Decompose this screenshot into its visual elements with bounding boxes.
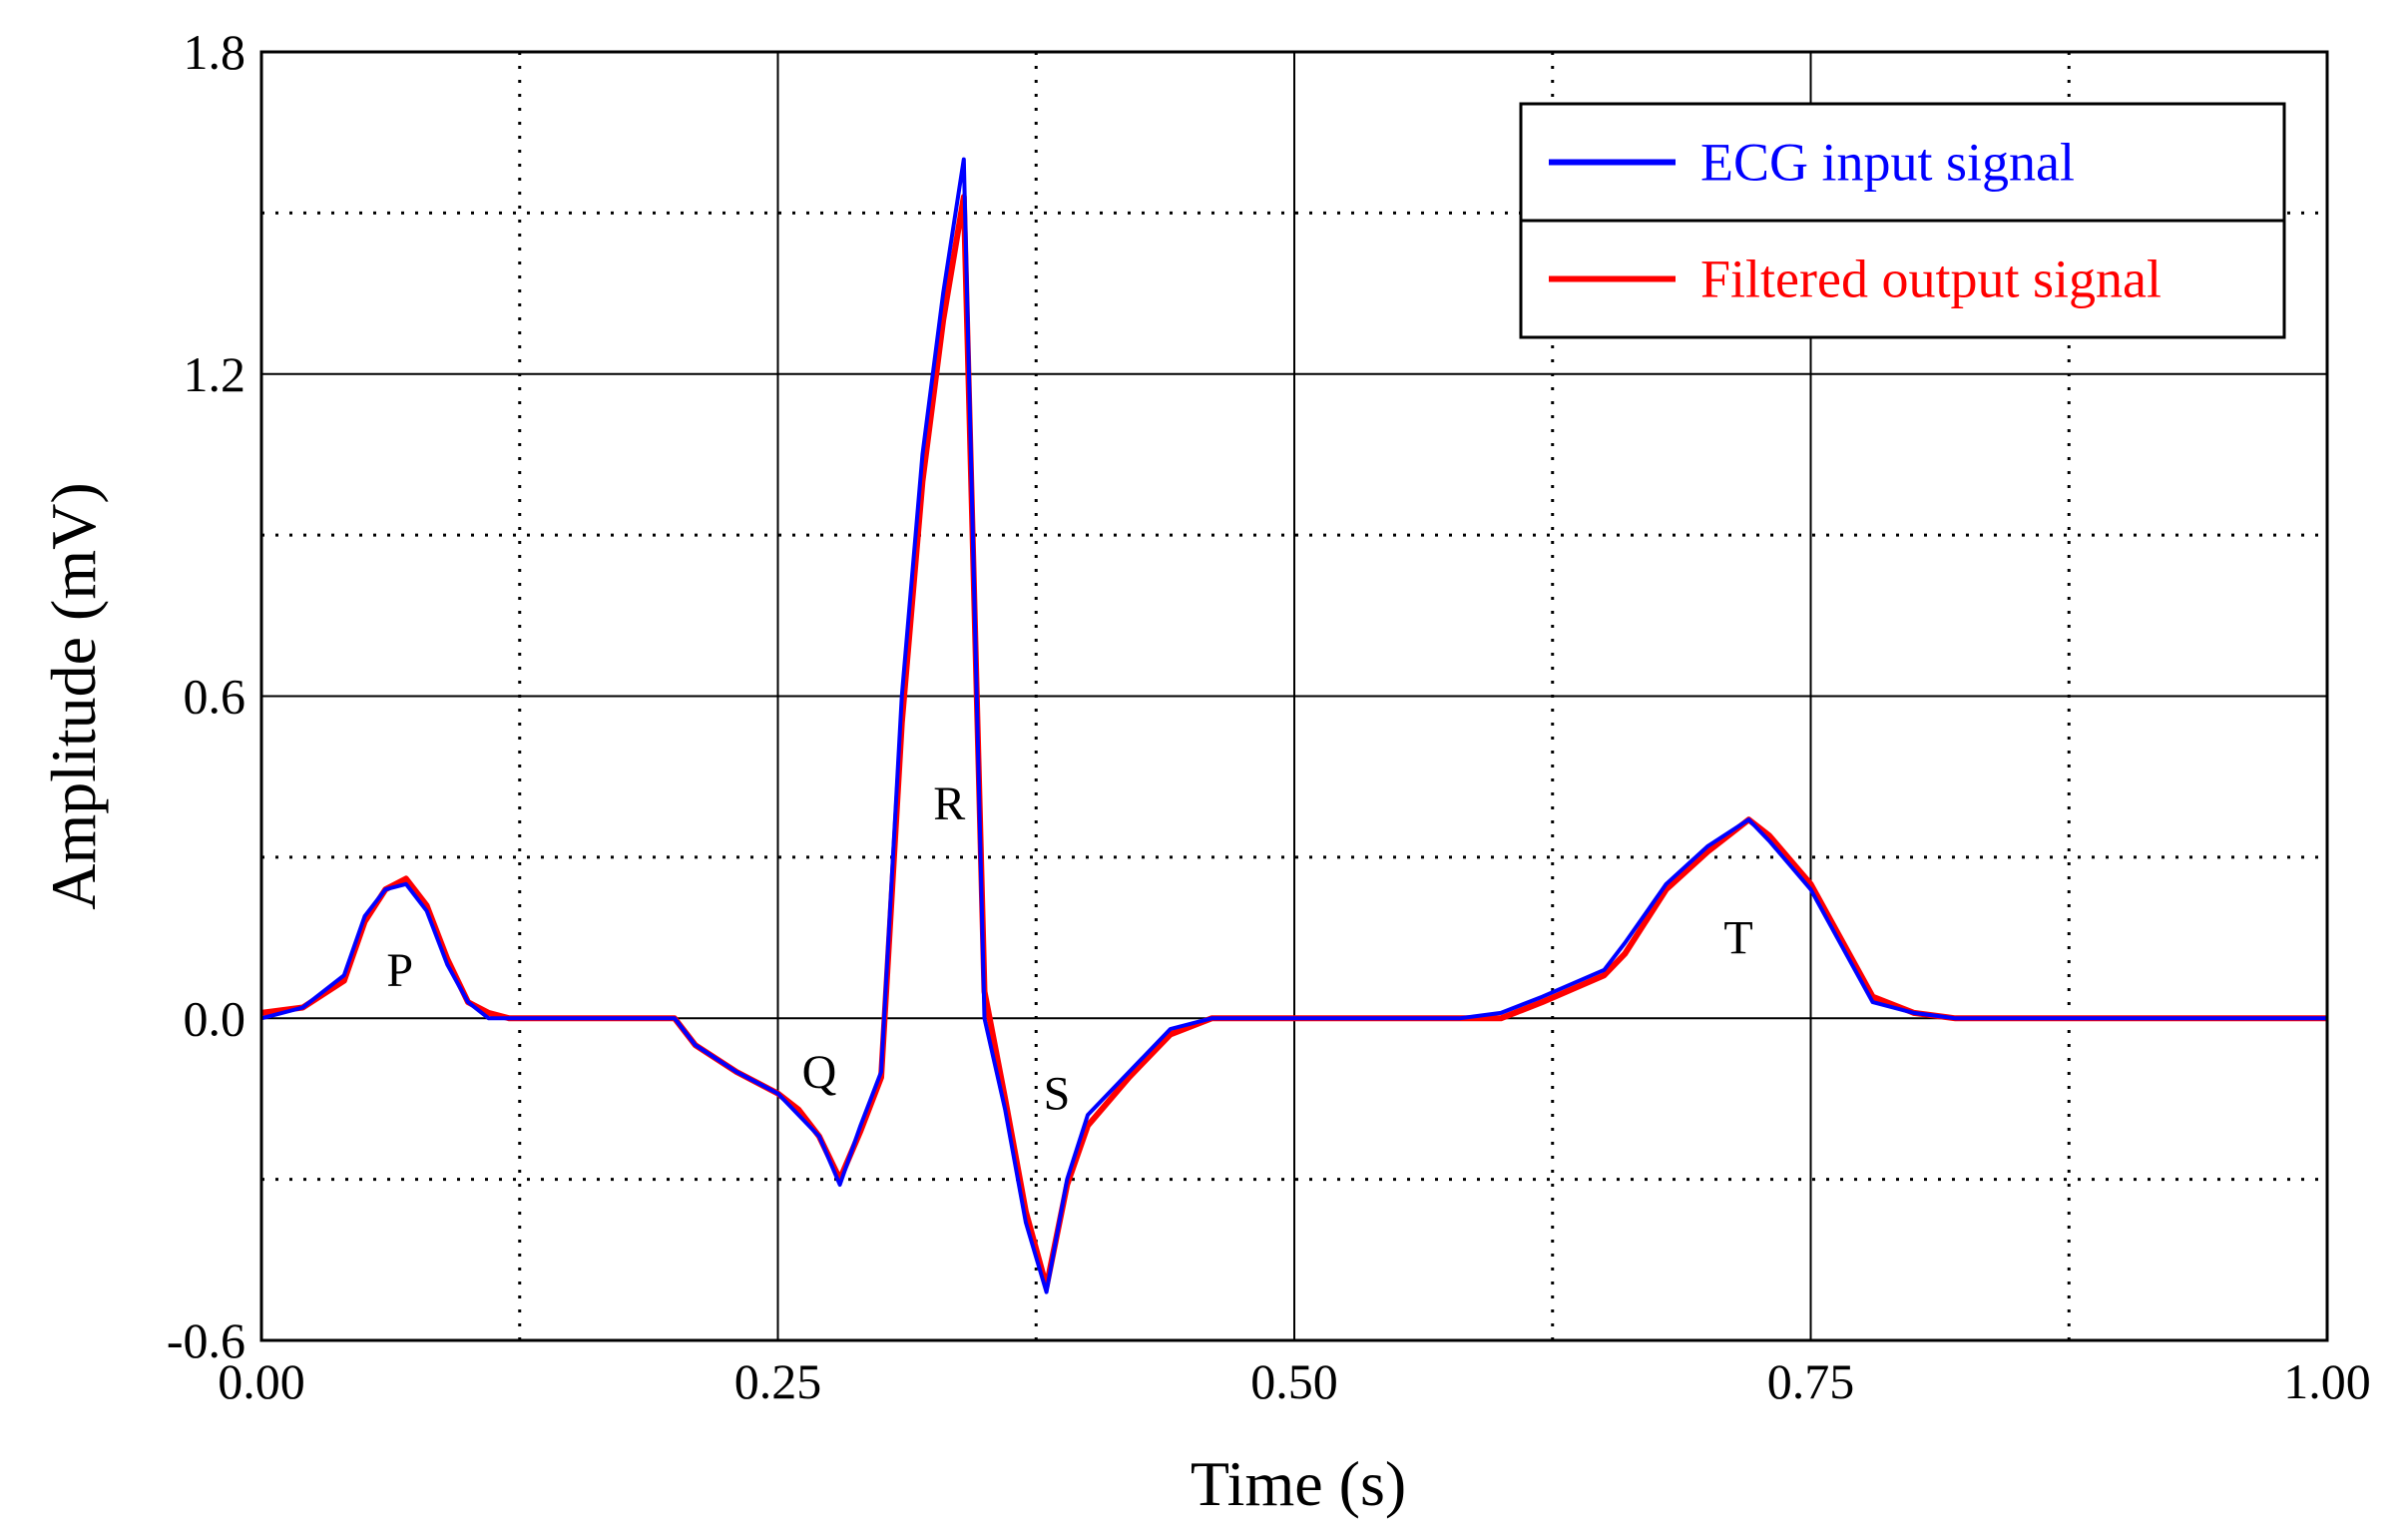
x-tick-label: 0.50 [1250,1353,1338,1409]
plot-frame [259,50,2329,1342]
y-tick-label: -0.6 [167,1312,245,1368]
wave-label: S [1044,1068,1071,1121]
y-tick-label: 1.8 [184,24,246,80]
wave-label: R [933,777,965,830]
legend-label: Filtered output signal [1700,250,2162,309]
legend: ECG input signal Filtered output signal [1519,102,2286,339]
wave-label: T [1723,912,1752,965]
wave-label: Q [802,1046,837,1099]
x-tick-label: 0.75 [1767,1353,1855,1409]
x-tick-label: 0.25 [734,1353,822,1409]
wave-label: P [386,944,413,997]
wave-annotations: P Q R S T [386,777,1752,1120]
x-axis-title: Time (s) [1191,1448,1406,1519]
x-tick-label: 0.00 [218,1353,305,1409]
y-tick-label: 0.6 [184,669,246,725]
legend-label: ECG input signal [1700,133,2075,193]
y-tick-label: 0.0 [184,990,246,1046]
y-tick-label: 1.2 [184,346,246,402]
series-line-ecg-input [260,157,2327,1294]
series-lines [260,157,2327,1294]
y-axis-title: Amplitude (mV) [38,482,109,909]
tick-labels: 0.00 0.25 0.50 0.75 1.00 -0.6 0.0 0.6 1.2 1.8 [167,24,2371,1409]
x-tick-label: 1.00 [2283,1353,2371,1409]
